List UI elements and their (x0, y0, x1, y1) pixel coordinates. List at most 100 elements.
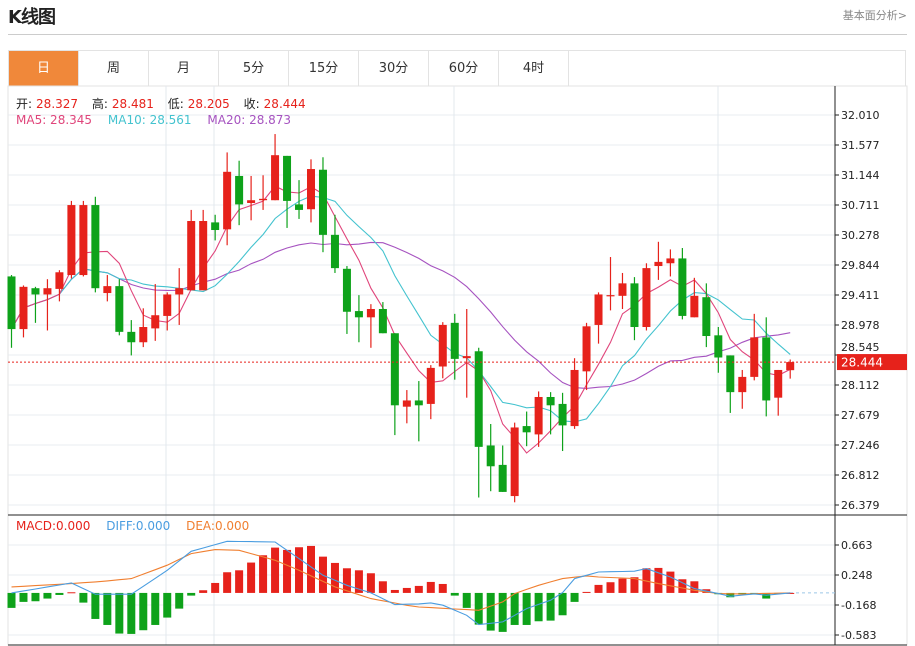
macd-legend: MACD:0.000 DIFF:0.000 DEA:0.000 (16, 519, 253, 533)
macd-tick-label: 0.248 (841, 569, 873, 582)
candle-body (55, 272, 64, 289)
macd-bar (67, 592, 76, 594)
macd-bar (390, 589, 399, 593)
last-price-badge (837, 354, 907, 371)
macd-bar (103, 592, 112, 625)
candle-body (259, 198, 268, 201)
candle-body (678, 258, 687, 316)
fundamental-analysis-link[interactable]: 基本面分析> (842, 9, 907, 22)
price-tick-label: 31.577 (841, 139, 880, 152)
candle-body (223, 171, 232, 230)
candle-body (726, 355, 735, 393)
macd-bar (654, 567, 663, 593)
open-label: 开: (16, 97, 33, 111)
candle (522, 411, 531, 447)
candle (283, 155, 292, 228)
candle-body (498, 464, 507, 492)
candle-body (594, 294, 603, 325)
price-tick-label: 26.812 (841, 469, 880, 482)
candle-body (115, 286, 124, 332)
candle (175, 268, 184, 325)
candle-body (510, 427, 519, 497)
macd-bar (19, 592, 28, 602)
macd-bar (618, 578, 627, 593)
candle-body (318, 169, 327, 235)
last-price-label: 28.444 (841, 356, 883, 370)
candle-body (750, 337, 759, 377)
candle-body (199, 221, 208, 291)
candle (127, 320, 136, 356)
candle-body (139, 327, 148, 343)
macd-bar (175, 592, 184, 609)
candle-body (127, 331, 136, 343)
price-tick-label: 31.144 (841, 169, 880, 182)
candle (187, 209, 196, 291)
candle (271, 134, 280, 201)
tab-60min[interactable]: 60分 (429, 51, 499, 86)
candle-body (486, 445, 495, 467)
macd-bar (426, 581, 435, 593)
candle-body (774, 369, 783, 398)
macd-bar (726, 592, 735, 598)
macd-bar (510, 592, 519, 625)
macd-bar (378, 581, 387, 593)
macd-bar (139, 592, 148, 631)
macd-bar (271, 547, 280, 593)
candle (247, 175, 256, 221)
macd-bar (438, 583, 447, 593)
candle (510, 422, 519, 503)
candle-body (378, 308, 387, 334)
candle-body (642, 268, 651, 328)
candle-body (786, 362, 795, 371)
tab-4hour[interactable]: 4时 (499, 51, 569, 86)
macd-bar (486, 592, 495, 631)
macd-bar (283, 549, 292, 593)
tab-30min[interactable]: 30分 (359, 51, 429, 86)
candle (259, 175, 268, 210)
candle-body (342, 268, 351, 312)
period-tabs: 日 周 月 5分 15分 30分 60分 4时 (8, 50, 906, 86)
candle (295, 180, 304, 219)
candle (666, 249, 675, 277)
candle (139, 308, 148, 348)
price-tick-label: 32.010 (841, 109, 880, 122)
macd-bar (474, 592, 483, 625)
macd-bar (330, 562, 339, 593)
tab-day[interactable]: 日 (9, 51, 79, 86)
candle (462, 308, 471, 398)
candle (738, 369, 747, 409)
tab-15min[interactable]: 15分 (289, 51, 359, 86)
macd-bar (31, 592, 40, 602)
candle (726, 355, 735, 413)
candle-body (522, 426, 531, 433)
candle (211, 214, 220, 241)
ma10-legend: MA10: 28.561 (107, 113, 192, 127)
candle-body (402, 400, 411, 407)
candle (378, 302, 387, 334)
candle (690, 277, 699, 318)
price-tick-label: 27.679 (841, 409, 880, 422)
candle (103, 275, 112, 302)
macd-bar (690, 581, 699, 593)
candle-body (175, 288, 184, 295)
macd-tick-label: 0.663 (841, 539, 873, 552)
page-title: K线图 (8, 7, 56, 28)
high-label: 高: (91, 97, 108, 111)
candle (67, 200, 76, 279)
tab-week[interactable]: 周 (79, 51, 149, 86)
ma20-line (11, 241, 791, 389)
tab-5min[interactable]: 5分 (219, 51, 289, 86)
macd-bar (366, 573, 375, 593)
candle-body (7, 276, 16, 330)
macd-bar (79, 592, 88, 603)
candle-body (558, 403, 567, 426)
candle-body (103, 286, 112, 294)
tab-month[interactable]: 月 (149, 51, 219, 86)
macd-bar (582, 591, 591, 593)
candle (714, 327, 723, 373)
candle (163, 292, 172, 331)
diff-legend-value: DIFF:0.000 (106, 519, 171, 533)
candle (558, 392, 567, 452)
candle-body (618, 283, 627, 296)
